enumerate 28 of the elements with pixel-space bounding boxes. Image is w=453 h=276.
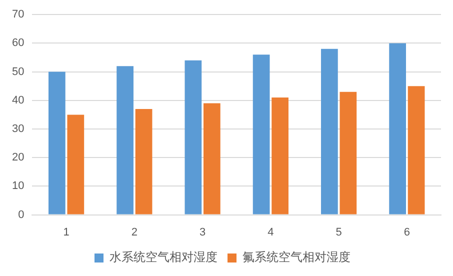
legend-label: 氟系统空气相对湿度 bbox=[242, 250, 350, 264]
bar bbox=[252, 54, 270, 214]
x-tick-label: 3 bbox=[199, 226, 206, 238]
y-tick-label: 0 bbox=[18, 208, 24, 221]
bar bbox=[116, 66, 134, 214]
bar bbox=[340, 92, 357, 214]
bar bbox=[321, 48, 338, 214]
bar bbox=[48, 72, 66, 214]
bar bbox=[272, 98, 288, 214]
bar bbox=[389, 43, 406, 214]
y-tick-label: 70 bbox=[12, 8, 24, 21]
x-tick-label: 4 bbox=[268, 226, 274, 238]
x-tick-label: 6 bbox=[404, 226, 410, 238]
x-tick-label: 5 bbox=[336, 226, 342, 238]
bar bbox=[135, 108, 152, 214]
x-tick-label: 2 bbox=[131, 226, 138, 238]
y-tick-label: 10 bbox=[12, 180, 24, 192]
y-tick-label: 40 bbox=[12, 94, 24, 106]
bar bbox=[184, 60, 202, 214]
y-tick-label: 30 bbox=[12, 123, 24, 136]
bar bbox=[408, 86, 425, 214]
y-tick-label: 20 bbox=[12, 152, 24, 164]
bar bbox=[203, 103, 220, 214]
y-tick-label: 60 bbox=[12, 37, 24, 50]
y-tick-label: 50 bbox=[12, 66, 24, 78]
x-tick-label: 1 bbox=[63, 226, 70, 238]
legend-label: 水系统空气相对湿度 bbox=[110, 250, 218, 264]
bar bbox=[67, 114, 84, 214]
